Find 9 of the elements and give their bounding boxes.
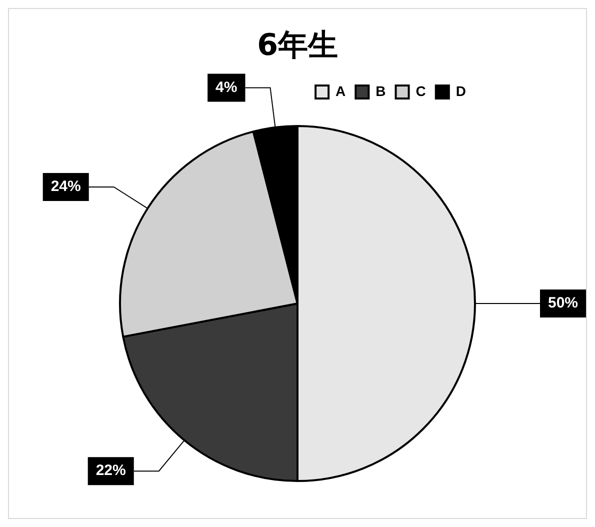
data-label: 50%	[548, 294, 578, 312]
data-label: 24%	[50, 178, 81, 196]
chart-title: 6年生	[257, 28, 338, 63]
legend-label: B	[376, 82, 386, 99]
legend-label: D	[456, 82, 466, 99]
data-label: 22%	[96, 462, 126, 480]
legend-label: A	[336, 82, 346, 99]
data-label: 4%	[216, 78, 238, 96]
legend-label: C	[416, 82, 426, 99]
